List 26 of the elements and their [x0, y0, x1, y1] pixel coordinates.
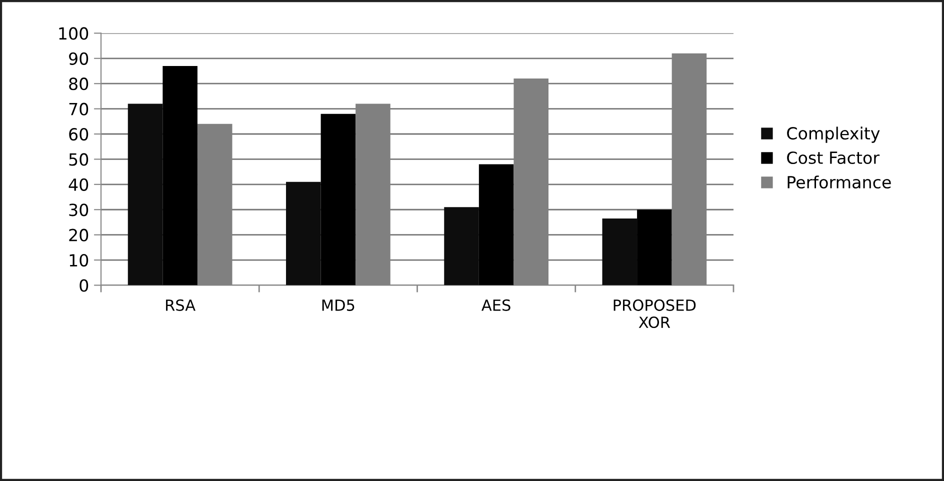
bar	[128, 104, 163, 286]
y-tick-label: 20	[69, 228, 88, 242]
y-tick-label: 40	[68, 178, 88, 191]
y-tick-label: 90	[69, 52, 88, 65]
bar	[478, 164, 514, 286]
x-tick-label: AES	[482, 299, 510, 311]
y-tick-label: 0	[80, 279, 88, 292]
y-tick-label: 100	[59, 27, 88, 40]
bar	[602, 218, 638, 286]
bar	[162, 66, 198, 286]
x-tick-label: MD5	[322, 300, 354, 311]
bar	[320, 114, 356, 286]
x-tick-label: RSA	[166, 299, 196, 311]
x-tick-label: PROPOSED XOR	[614, 299, 696, 328]
y-tick-label: 50	[69, 153, 88, 166]
y-tick-label: 60	[69, 128, 88, 141]
bar	[286, 182, 321, 286]
y-tick-label: 80	[69, 78, 88, 90]
y-tick-label: 30	[69, 204, 88, 216]
y-tick-label: 70	[69, 102, 88, 116]
legend-label: Performance	[788, 176, 891, 189]
bar	[637, 210, 672, 286]
bar	[444, 207, 479, 286]
legend-label: Complexity	[787, 126, 880, 143]
y-tick-label: 10	[70, 254, 88, 267]
legend-label: Cost Factor	[787, 151, 880, 164]
